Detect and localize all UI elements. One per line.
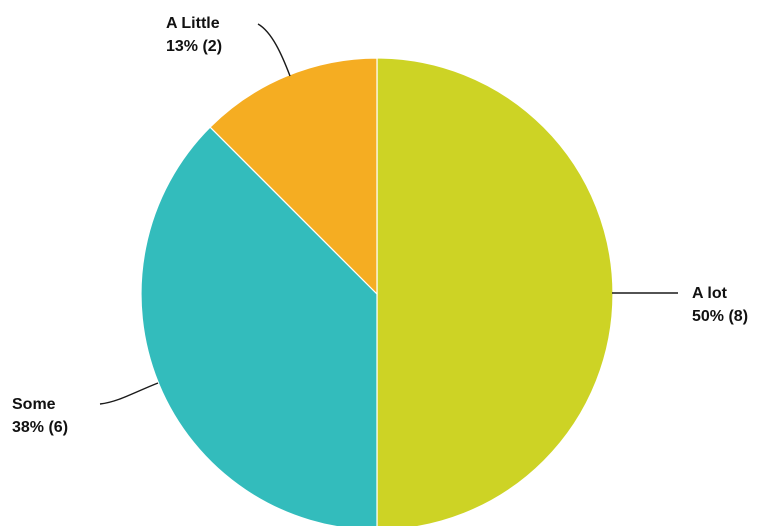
pie-slice-a-lot bbox=[376, 57, 614, 526]
label-a-lot-name: A lot bbox=[692, 285, 728, 302]
label-some-value: 38% (6) bbox=[12, 419, 68, 436]
label-a-little-value: 13% (2) bbox=[166, 38, 222, 55]
label-some-name: Some bbox=[12, 396, 56, 413]
pie-slices bbox=[140, 57, 614, 526]
leader-line-a-little bbox=[257, 23, 291, 77]
pie-slice-some bbox=[140, 126, 378, 526]
pie-slice-a-little bbox=[209, 57, 378, 296]
label-a-lot-value: 50% (8) bbox=[692, 308, 748, 325]
leader-line-some bbox=[99, 382, 159, 405]
label-a-little-name: A Little bbox=[166, 15, 220, 32]
